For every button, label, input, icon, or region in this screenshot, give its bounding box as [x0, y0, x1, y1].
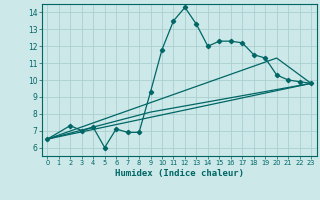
X-axis label: Humidex (Indice chaleur): Humidex (Indice chaleur) — [115, 169, 244, 178]
